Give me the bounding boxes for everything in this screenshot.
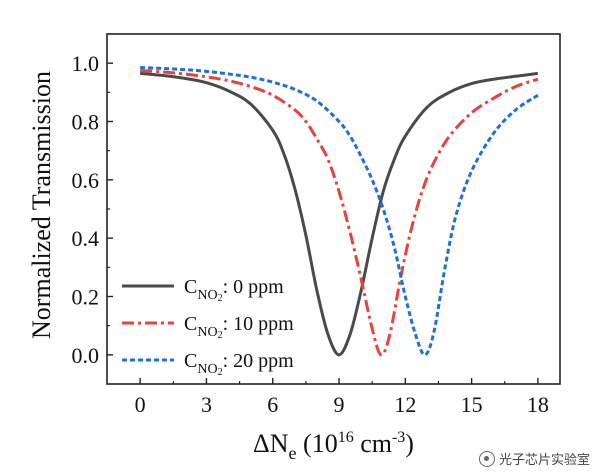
x-tick-label: 6 [267,392,278,417]
series-line-2 [140,66,539,357]
series-line-1 [140,68,539,357]
y-tick-label: 0.0 [72,343,100,368]
legend: CNO2: 0 ppm CNO2: 10 ppm CNO2: 20 ppm [122,276,294,378]
y-tick-label: 0.8 [72,110,100,135]
x-tick-label: 3 [201,392,212,417]
y-axis-title: Normalized Transmission [27,71,56,339]
y-tick-label: 0.6 [72,168,100,193]
axes [106,33,561,385]
legend-label-2: CNO2: 20 ppm [184,350,294,378]
legend-label-1: CNO2: 10 ppm [184,313,294,341]
tick-marks: 0 3 6 9 12 15 18 0.0 0.2 0.4 0.6 0.8 1.0 [72,51,549,417]
series-curves [140,66,539,357]
series-line-0 [140,71,539,357]
wechat-channel-icon [478,450,495,467]
axis-titles: ΔNe (1016 cm-3) Normalized Transmission [27,71,414,463]
plot-frame [106,33,561,385]
watermark: 光子芯片实验室 [478,449,590,468]
x-tick-label: 12 [394,392,416,417]
legend-label-0: CNO2: 0 ppm [184,276,284,304]
x-tick-label: 15 [461,392,483,417]
y-tick-label: 1.0 [72,51,100,76]
x-tick-label: 18 [527,392,549,417]
x-tick-label: 9 [334,392,345,417]
x-axis-title: ΔNe (1016 cm-3) [253,429,414,463]
y-tick-label: 0.2 [72,285,100,310]
watermark-text: 光子芯片实验室 [498,453,590,468]
y-tick-label: 0.4 [72,226,100,251]
x-tick-label: 0 [135,392,146,417]
